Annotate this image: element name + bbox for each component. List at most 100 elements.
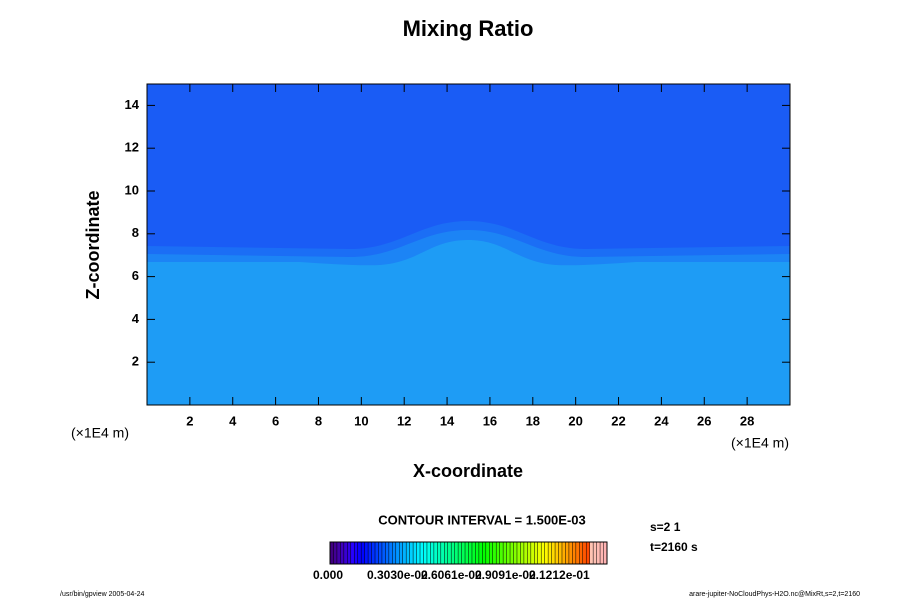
x-tick-label: 24 xyxy=(654,413,669,428)
x-tick-label: 28 xyxy=(740,413,754,428)
colorbar-cell xyxy=(357,542,362,564)
colorbar-cell xyxy=(347,542,352,564)
colorbar-label: 0.9091e-02 xyxy=(475,568,536,582)
colorbar-cell xyxy=(596,542,601,564)
colorbar-cell xyxy=(437,542,442,564)
colorbar-cell xyxy=(492,542,497,564)
colorbar: 0.000 0.3030e-020.6061e-020.9091e-020.121… xyxy=(313,541,608,582)
x-tick-label: 22 xyxy=(611,413,625,428)
x-tick-label: 2 xyxy=(186,413,193,428)
colorbar-cell xyxy=(575,542,580,564)
contour-field xyxy=(147,84,790,405)
y-tick-label: 2 xyxy=(132,354,139,369)
colorbar-label: 0.6061e-02 xyxy=(421,568,482,582)
colorbar-cell xyxy=(333,542,338,564)
colorbar-cell xyxy=(513,542,518,564)
colorbar-cell xyxy=(551,542,556,564)
colorbar-cell xyxy=(586,542,590,564)
field-lower xyxy=(147,240,790,405)
info-s: s=2 1 xyxy=(650,520,681,534)
colorbar-cell xyxy=(399,542,404,564)
colorbar-cell xyxy=(426,542,431,564)
y-tick-label: 14 xyxy=(125,97,140,112)
colorbar-cell xyxy=(364,542,369,564)
x-tick-label: 20 xyxy=(568,413,582,428)
contour-interval: CONTOUR INTERVAL = 1.500E-03 xyxy=(378,512,585,527)
colorbar-cell xyxy=(454,542,459,564)
colorbar-cell xyxy=(600,542,604,564)
colorbar-cell xyxy=(471,542,476,564)
x-tick-label: 14 xyxy=(440,413,455,428)
info-t: t=2160 s xyxy=(650,540,698,554)
colorbar-cell xyxy=(568,542,573,564)
colorbar-cell xyxy=(465,542,469,564)
colorbar-cell xyxy=(406,542,410,564)
colorbar-cell xyxy=(395,542,400,564)
colorbar-cell xyxy=(461,542,466,564)
x-tick-label: 12 xyxy=(397,413,411,428)
colorbar-cell xyxy=(402,542,407,564)
colorbar-cell xyxy=(516,542,521,564)
footer-right: arare-jupiter-NoCloudPhys-H2O.nc@MixRt,s… xyxy=(689,591,860,598)
colorbar-cell xyxy=(468,542,473,564)
colorbar-cell xyxy=(330,542,334,564)
colorbar-label: 0.000 xyxy=(313,568,343,582)
colorbar-label: 0.3030e-02 xyxy=(367,568,428,582)
colorbar-cell xyxy=(496,542,500,564)
colorbar-cell xyxy=(451,542,455,564)
colorbar-cell xyxy=(361,542,365,564)
colorbar-cell xyxy=(458,542,462,564)
colorbar-cell xyxy=(561,542,566,564)
colorbar-cell xyxy=(475,542,480,564)
colorbar-cell xyxy=(555,542,559,564)
colorbar-cell xyxy=(340,542,345,564)
colorbar-cell xyxy=(350,542,355,564)
plot-frame xyxy=(146,83,791,406)
colorbar-cell xyxy=(565,542,570,564)
colorbar-cell xyxy=(534,542,539,564)
colorbar-cell xyxy=(579,542,584,564)
colorbar-cell xyxy=(589,542,594,564)
colorbar-cell xyxy=(482,542,487,564)
x-unit-left: (×1E4 m) xyxy=(71,425,129,441)
colorbar-cell xyxy=(489,542,494,564)
colorbar-cell xyxy=(523,542,528,564)
colorbar-cell xyxy=(485,542,490,564)
colorbar-cell xyxy=(541,542,545,564)
colorbar-cell xyxy=(416,542,421,564)
colorbar-cell xyxy=(506,542,511,564)
colorbar-cell xyxy=(378,542,383,564)
colorbar-cell xyxy=(423,542,428,564)
colorbar-cell xyxy=(444,542,449,564)
colorbar-cell xyxy=(582,542,587,564)
colorbar-frame xyxy=(329,541,608,565)
colorbar-cell xyxy=(510,542,514,564)
colorbar-cell xyxy=(440,542,445,564)
colorbar-cell xyxy=(593,542,597,564)
x-tick-label: 26 xyxy=(697,413,711,428)
colorbar-cell xyxy=(530,542,535,564)
colorbar-cell xyxy=(603,542,608,564)
colorbar-label: 0.1212e-01 xyxy=(529,568,590,582)
colorbar-cell xyxy=(527,542,532,564)
x-tick-label: 18 xyxy=(526,413,540,428)
x-tick-label: 16 xyxy=(483,413,497,428)
colorbar-cell xyxy=(388,542,393,564)
y-axis-label: Z-coordinate xyxy=(83,190,103,299)
x-unit: (×1E4 m) xyxy=(731,435,789,451)
colorbar-cell xyxy=(392,542,397,564)
colorbar-cell xyxy=(503,542,507,564)
colorbar-cell xyxy=(409,542,414,564)
x-tick-label: 6 xyxy=(272,413,279,428)
y-tick-label: 10 xyxy=(125,182,139,197)
x-tick-label: 10 xyxy=(354,413,368,428)
colorbar-cell xyxy=(447,542,452,564)
y-tick-label: 12 xyxy=(125,140,139,155)
y-tick-label: 6 xyxy=(132,268,139,283)
colorbar-cell xyxy=(371,542,376,564)
colorbar-cell xyxy=(336,542,341,564)
colorbar-cell xyxy=(537,542,542,564)
colorbar-cell xyxy=(499,542,504,564)
y-tick-label: 4 xyxy=(132,311,140,326)
